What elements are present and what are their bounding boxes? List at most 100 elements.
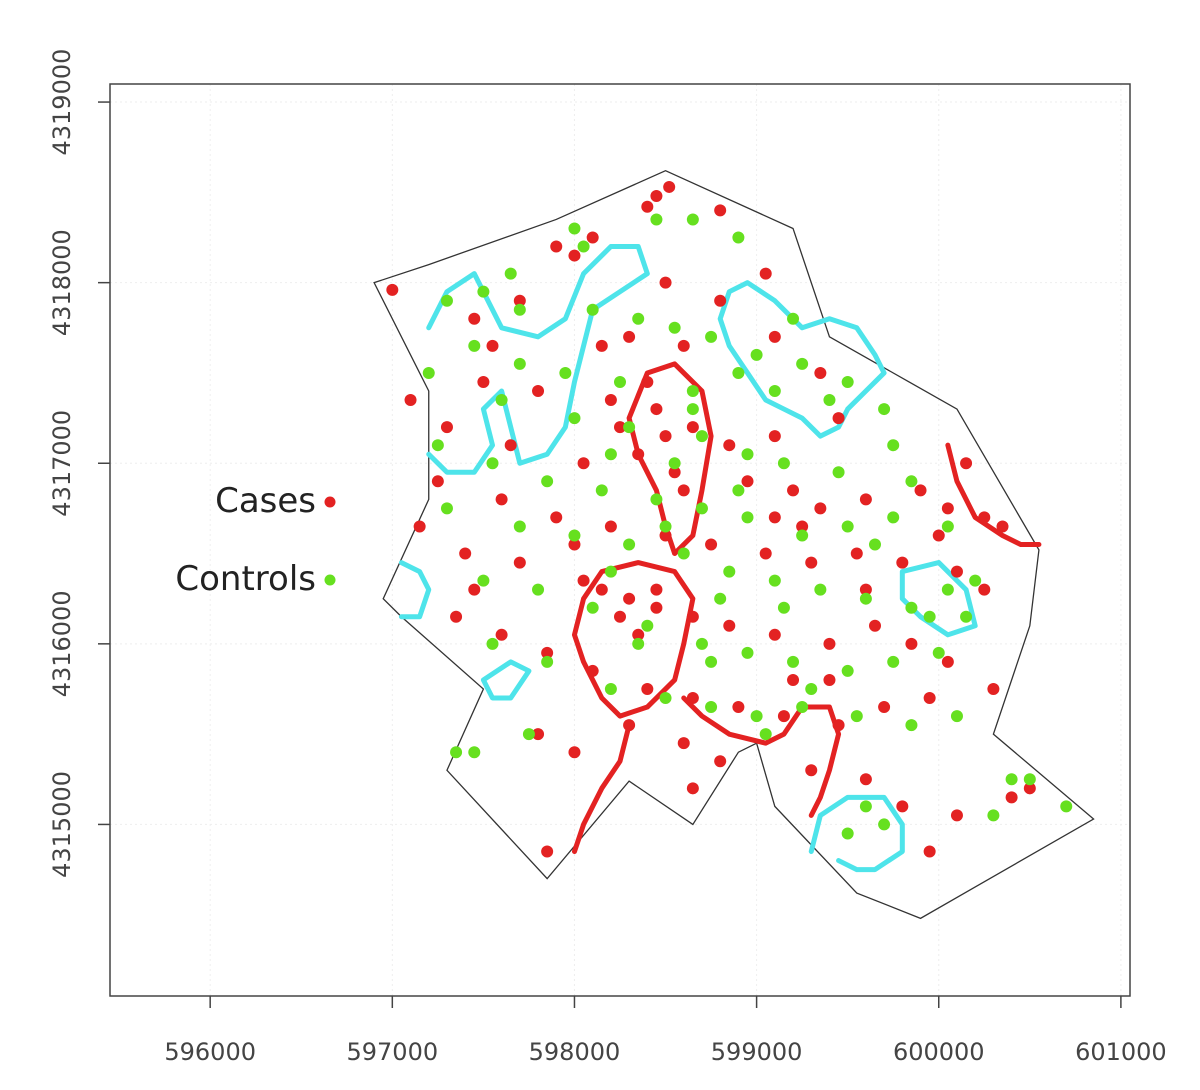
cases-point-99 [960,457,973,470]
cases-point-53 [768,628,781,641]
cases-point-38 [659,529,672,542]
cases-point-51 [686,610,699,623]
controls-point-50 [814,583,827,596]
controls-point-62 [841,664,854,677]
controls-point-13 [796,357,809,370]
controls-point-68 [659,692,672,705]
controls-point-77 [859,800,872,813]
cases-point-11 [677,339,690,352]
cases-point-28 [787,484,800,497]
cases-point-78 [923,845,936,858]
controls-point-33 [486,457,499,470]
controls-point-56 [532,583,545,596]
controls-point-30 [887,439,900,452]
cases-point-39 [705,538,718,551]
cases-point-107 [586,231,599,244]
controls-point-64 [932,646,945,659]
cases-point-1 [650,189,663,202]
cases-point-31 [914,484,927,497]
cases-point-70 [532,728,545,741]
controls-point-93 [923,610,936,623]
controls-point-47 [677,547,690,560]
cases-point-64 [732,701,745,714]
controls-point-15 [468,339,481,352]
y-tick-label-1: 4316000 [48,590,76,697]
controls-point-95 [805,682,818,695]
controls-point-78 [878,818,891,831]
cases-point-19 [723,439,736,452]
controls-point-74 [950,710,963,723]
cases-point-85 [595,583,608,596]
cases-point-12 [768,330,781,343]
cases-point-81 [1023,782,1036,795]
controls-point-5 [504,267,517,280]
cases-point-23 [504,439,517,452]
x-axis: 596000 597000 598000 599000 600000 601000 [164,996,1167,1066]
controls-point-45 [568,529,581,542]
cases-point-61 [586,664,599,677]
controls-point-98 [732,366,745,379]
controls-point-28 [777,457,790,470]
cases-point-93 [768,511,781,524]
cyan-contour-0 [426,244,650,475]
controls-point-99 [787,312,800,325]
cases-point-17 [650,403,663,416]
controls-point-51 [859,592,872,605]
cases-point-101 [413,520,426,533]
controls-point-92 [869,538,881,551]
controls-point-3 [732,231,745,244]
cases-point-90 [641,375,654,388]
cases-point-79 [950,809,963,822]
controls-point-43 [440,502,453,515]
controls-point-34 [541,475,554,488]
x-tick-label-5: 601000 [1075,1038,1167,1066]
cases-point-35 [495,493,508,506]
controls-point-26 [695,430,708,443]
controls-point-37 [695,502,708,515]
cyan-contour-2 [398,560,432,620]
controls-point-73 [905,719,918,732]
cases-point-15 [532,385,545,398]
cases-point-20 [768,430,781,443]
controls-point-69 [705,701,718,714]
x-tick-label-0: 596000 [164,1038,256,1066]
controls-point-75 [468,746,481,759]
controls-point-60 [741,646,754,659]
cases-point-94 [796,520,809,533]
cases-point-30 [859,493,872,506]
controls-point-9 [632,312,645,325]
cases-point-54 [823,637,836,650]
controls-points [422,213,1073,840]
cases-point-57 [941,655,954,668]
cases-point-74 [714,755,727,768]
controls-point-1 [650,213,663,226]
controls-point-12 [750,348,763,361]
y-tick-label-3: 4318000 [48,229,76,336]
cyan-contour-lines [398,244,978,873]
cases-point-71 [568,746,581,759]
controls-point-96 [422,366,435,379]
cyan-contour-5 [808,794,905,873]
cases-point-25 [632,448,645,461]
cases-point-13 [814,366,827,379]
cases-point-77 [896,800,909,813]
cases-point-34 [431,475,444,488]
cases-point-10 [623,330,636,343]
cases-point-4 [714,204,727,217]
data-points [386,180,1073,858]
red-contour-1 [571,560,696,719]
controls-point-22 [878,403,891,416]
controls-point-61 [787,655,800,668]
cases-point-43 [896,556,909,569]
controls-point-81 [1023,773,1036,786]
cases-point-67 [878,701,891,714]
controls-point-94 [941,583,954,596]
cases-point-92 [677,484,690,497]
cases-point-80 [1005,791,1018,804]
cases-point-29 [814,502,827,515]
y-axis: 4315000 4316000 4317000 4318000 4319000 [48,49,110,878]
controls-point-91 [777,601,790,614]
legend-marker-cases [324,496,336,508]
cases-point-95 [787,673,800,686]
cases-point-76 [859,773,872,786]
